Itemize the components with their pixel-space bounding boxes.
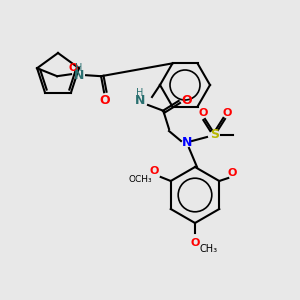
Text: OCH₃: OCH₃	[129, 175, 153, 184]
Text: O: O	[190, 238, 200, 248]
Text: CH₃: CH₃	[200, 244, 218, 254]
Text: O: O	[222, 108, 232, 118]
Text: O: O	[100, 94, 110, 107]
Text: O: O	[182, 94, 192, 107]
Text: O: O	[228, 168, 237, 178]
Text: N: N	[74, 69, 84, 82]
Text: N: N	[135, 94, 145, 106]
Text: N: N	[182, 136, 192, 149]
Text: H: H	[136, 88, 144, 98]
Text: O: O	[149, 166, 158, 176]
Text: H: H	[75, 63, 83, 73]
Text: O: O	[198, 108, 208, 118]
Text: O: O	[68, 63, 78, 73]
Text: S: S	[211, 128, 220, 142]
